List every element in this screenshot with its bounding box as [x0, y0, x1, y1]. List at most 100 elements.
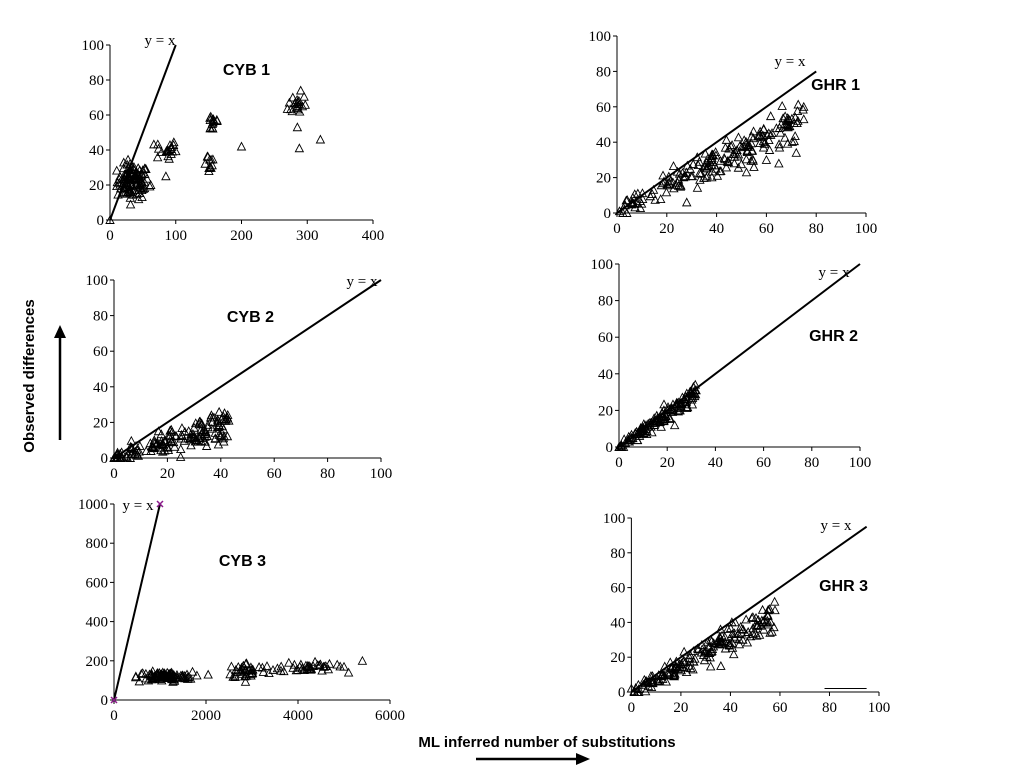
ghr1-data-point [695, 174, 705, 184]
cyb1-ytick-label: 0 [97, 213, 105, 229]
ghr2-data-point [691, 385, 701, 395]
ghr3-data-point [763, 619, 773, 629]
ghr2-xtick-label: 40 [708, 455, 723, 471]
cyb1-data-point [294, 143, 305, 153]
cyb1-xtick-label: 300 [296, 228, 319, 244]
cyb2-xtick-label: 20 [160, 466, 175, 482]
cyb1-data-point [292, 104, 303, 114]
ghr1-data-point [762, 129, 773, 139]
cyb1-data-point [288, 92, 298, 102]
ghr3-data-point [724, 638, 735, 648]
cyb2-ref-line [113, 279, 382, 459]
cyb1-data-point [152, 152, 163, 162]
cyb3-data-point [304, 663, 315, 673]
ghr1-data-point [727, 140, 737, 150]
cyb1-data-point [123, 179, 134, 189]
cyb1-data-point [299, 91, 309, 101]
ghr2-xtick-label: 20 [660, 455, 675, 471]
ghr2-data-point [650, 415, 661, 425]
cyb1-data-point [133, 194, 144, 204]
ghr3-data-point [765, 627, 775, 637]
cyb2-data-point [127, 443, 137, 453]
ghr3-data-point [661, 676, 671, 686]
cyb2-data-point [214, 406, 224, 416]
cyb1-ytick-label: 60 [89, 108, 104, 124]
ghr1-data-point [798, 104, 808, 114]
ghr3-data-point [758, 617, 769, 627]
cyb3-data-point [262, 661, 272, 670]
cyb2-data-point [200, 431, 210, 441]
cyb1-data-point [105, 215, 115, 224]
ghr1-data-point [780, 132, 790, 142]
cyb3-data-point [302, 661, 313, 671]
ghr1-data-point [732, 145, 742, 154]
ghr1-data-point [737, 142, 747, 152]
ghr3-data-point [727, 629, 738, 638]
cyb2-data-point [224, 415, 234, 425]
ghr2-data-point [620, 437, 631, 447]
cyb2-data-point [219, 436, 229, 446]
ghr3-data-point [670, 661, 681, 671]
ghr2-data-point [674, 401, 685, 411]
cyb2-data-point [216, 414, 227, 423]
cyb3-data-point [232, 667, 242, 676]
cyb3-data-point [296, 659, 306, 669]
cyb2-data-point [203, 419, 213, 429]
ghr1-data-point [703, 161, 713, 171]
cyb1-data-point [203, 151, 213, 161]
ghr2-ytick-label: 80 [598, 294, 613, 310]
ghr2-data-point [673, 406, 683, 416]
ghr1-data-point [707, 172, 717, 182]
ghr3-data-point [629, 686, 639, 696]
cyb2-data-point [109, 453, 119, 462]
ghr3-xtick-label: 60 [772, 700, 787, 716]
cyb1-data-point [153, 143, 164, 153]
ghr2-xtick-label: 60 [756, 455, 771, 471]
cyb2-data-point [175, 451, 186, 461]
cyb2-data-point [185, 432, 195, 442]
ghr2-data-point [669, 420, 680, 430]
ghr2-ytick-label: 100 [591, 257, 614, 273]
cyb2-data-point [125, 453, 136, 462]
ghr1-data-point [764, 145, 775, 154]
cyb1-data-point [111, 165, 122, 175]
ghr2-chart: 0 20 40 60 80 100 0 20 40 60 80 100 GHR 2 y = x [591, 257, 872, 471]
cyb3-data-point [165, 673, 175, 682]
ghr1-data-point [764, 128, 774, 138]
cyb1-data-point [295, 85, 306, 95]
ghr3-xtick-label: 40 [723, 700, 738, 716]
cyb3-data-point [258, 666, 269, 676]
cyb2-data-point [191, 435, 202, 445]
cyb3-ytick-label: 0 [101, 693, 109, 709]
ghr1-data-point [620, 200, 630, 210]
ghr1-data-point [748, 133, 759, 143]
ghr1-data-point [720, 154, 730, 164]
cyb1-xtick-label: 400 [362, 228, 385, 244]
cyb2-data-point [157, 446, 168, 456]
ghr1-data-point [706, 154, 717, 164]
cyb3-data-point [156, 672, 166, 681]
ghr1-data-point [784, 121, 795, 131]
ghr3-chart: 0 20 40 60 80 100 0 20 40 60 80 100 GHR 3 y = x [603, 511, 890, 716]
ghr1-data-point [688, 159, 698, 169]
cyb2-data-point [157, 439, 167, 448]
ghr3-data-point [673, 664, 684, 674]
cyb3-data-point [241, 658, 252, 668]
cyb2-ytick-label: 100 [86, 273, 109, 289]
cyb2-data-point [179, 435, 190, 445]
ghr1-data-point [761, 154, 772, 164]
ghr3-data-point [707, 644, 718, 654]
ghr1-data-point [633, 188, 643, 198]
ghr3-data-point [767, 626, 777, 636]
cyb2-data-point [205, 412, 216, 422]
ghr2-data-point [657, 411, 668, 421]
ghr3-ref-label: y = x [821, 518, 852, 534]
ghr2-data-point [667, 403, 677, 413]
ghr1-data-point [747, 145, 758, 155]
ghr3-data-point [769, 596, 780, 606]
ghr3-data-point [647, 671, 658, 680]
ghr1-data-point [672, 166, 683, 176]
ghr1-data-point [671, 179, 681, 189]
ghr1-data-point [787, 136, 797, 146]
